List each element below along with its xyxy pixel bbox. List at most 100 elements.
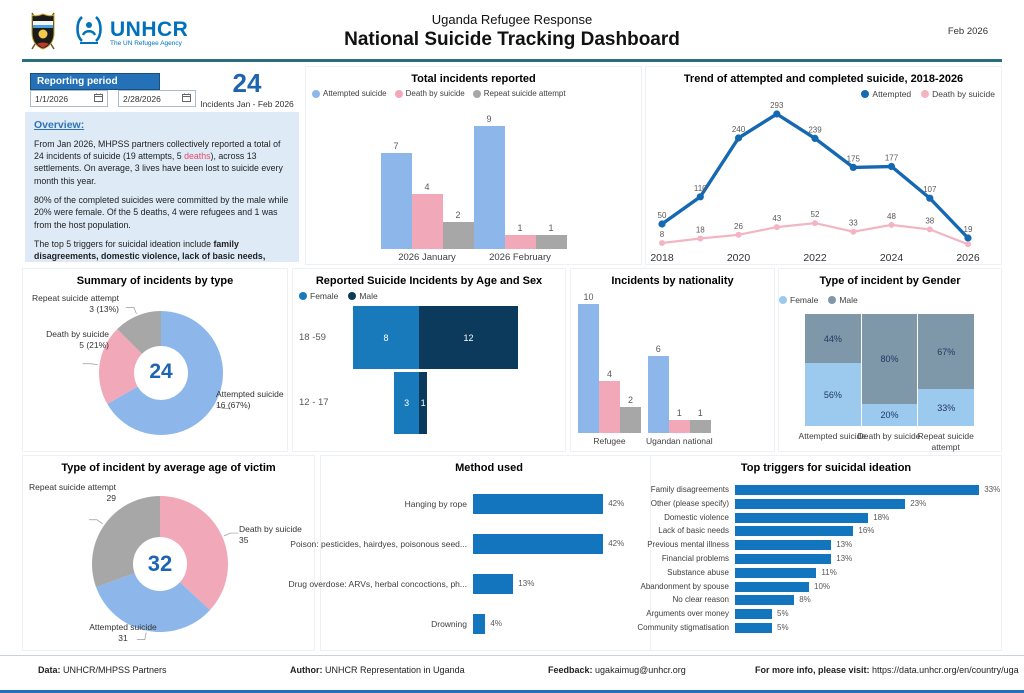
bar-repeat-suicide-attempt[interactable] <box>689 420 711 433</box>
bar-value-label: 13% <box>518 579 535 588</box>
legend-item[interactable]: Attempted <box>861 89 911 99</box>
bar-repeat-suicide-attempt[interactable] <box>620 407 641 433</box>
bar-family-disagreements[interactable] <box>735 485 980 495</box>
data-point[interactable] <box>850 228 857 235</box>
bar-substance-abuse[interactable] <box>735 567 817 578</box>
legend-item[interactable]: Repeat suicide attempt <box>472 89 566 98</box>
bar-abandonment-by-spouse[interactable] <box>735 581 809 592</box>
bar-male[interactable]: 1 <box>419 372 428 434</box>
bar-hanging-by-rope[interactable] <box>473 494 604 514</box>
bar-previous-mental-illness[interactable] <box>735 540 832 551</box>
category-label: Hanging by rope <box>404 499 467 509</box>
data-point[interactable] <box>964 234 972 242</box>
segment-female[interactable]: 20% <box>861 403 918 426</box>
data-point-label: 48 <box>887 212 896 221</box>
donut-slice-attempted-suicide[interactable] <box>107 311 224 435</box>
avg-age-donut <box>88 496 239 640</box>
data-point[interactable] <box>926 226 933 233</box>
label-leader-line <box>82 363 98 365</box>
data-point[interactable] <box>849 163 857 171</box>
donut-slice-repeat-suicide-attempt[interactable] <box>117 311 161 354</box>
start-date-input[interactable]: 1/1/2026 <box>30 90 108 107</box>
segment-female[interactable]: 33% <box>918 389 975 426</box>
segment-female[interactable]: 56% <box>805 363 861 426</box>
bar-no-clear-reason[interactable] <box>735 595 795 606</box>
end-date-value: 2/28/2026 <box>123 93 161 104</box>
calendar-icon[interactable] <box>182 93 191 104</box>
overview-box: Overview: From Jan 2026, MHPSS partners … <box>25 112 299 262</box>
uganda-coat-of-arms-logo <box>28 11 58 56</box>
donut-slice-death-by-suicide[interactable] <box>99 329 142 404</box>
bar-repeat-suicide-attempt[interactable] <box>442 222 474 249</box>
bar-attempted-suicide[interactable] <box>380 153 412 249</box>
total-incidents-chart: 7 4 2 2026 January 9 1 1 2026 February <box>306 109 641 263</box>
donut-slice-repeat-suicide-attempt[interactable] <box>92 496 160 588</box>
bar-attempted-suicide[interactable] <box>647 356 669 433</box>
data-point[interactable] <box>888 221 895 228</box>
data-point[interactable] <box>773 110 781 118</box>
legend-item[interactable]: Female <box>779 295 818 305</box>
data-point[interactable] <box>887 162 896 171</box>
bar-female[interactable]: 8 <box>353 306 419 369</box>
info-url-link[interactable]: https://data.unhcr.org/en/country/uga <box>872 665 1019 675</box>
bar-death-by-suicide[interactable] <box>504 235 536 249</box>
total-incidents-caption: Incidents Jan - Feb 2026 <box>200 99 294 109</box>
footer-info: For more info, please visit: https://dat… <box>755 665 1019 675</box>
bar-community-stigmatisation[interactable] <box>735 623 772 633</box>
bar-male[interactable]: 12 <box>419 306 518 369</box>
bar-lack-of-basic-needs[interactable] <box>735 526 854 537</box>
legend-item[interactable]: Male <box>348 291 378 301</box>
legend-item[interactable]: Death by suicide <box>394 89 465 98</box>
bar-drowning[interactable] <box>473 614 486 634</box>
bar-poison-pesticides-hairdyes-poi[interactable] <box>473 534 604 554</box>
calendar-icon[interactable] <box>94 93 103 104</box>
unhcr-emblem-icon <box>72 13 106 54</box>
slice-label: Repeat suicide attempt 29 <box>29 482 116 504</box>
bar-attempted-suicide[interactable] <box>473 126 505 249</box>
legend-item[interactable]: Death by suicide <box>921 89 995 99</box>
data-point[interactable] <box>812 220 818 227</box>
feedback-email-link[interactable]: ugakaimug@unhcr.org <box>595 665 686 675</box>
segment-value-label: 33% <box>937 402 956 413</box>
data-point-label: 175 <box>847 154 861 163</box>
bar-death-by-suicide[interactable] <box>599 381 620 433</box>
segment-male[interactable]: 80% <box>861 314 918 404</box>
bar-repeat-suicide-attempt[interactable] <box>535 235 567 249</box>
bar-financial-problems[interactable] <box>735 554 832 564</box>
data-point[interactable] <box>658 220 666 228</box>
category-label: Other (please specify) <box>650 498 729 508</box>
data-point[interactable] <box>734 134 743 142</box>
bar-domestic-violence[interactable] <box>735 512 869 523</box>
legend-item[interactable]: Attempted suicide <box>312 89 387 98</box>
data-point[interactable] <box>965 241 971 248</box>
bar-drug-overdose-arvs-herbal-conc[interactable] <box>473 574 514 594</box>
category-label: Family disagreements <box>650 485 729 494</box>
legend-label: Attempted <box>872 89 912 99</box>
legend-item[interactable]: Female <box>299 291 338 301</box>
chart-title: Top triggers for suicidal ideation <box>740 462 912 474</box>
bar-female[interactable]: 3 <box>394 372 419 434</box>
bar-death-by-suicide[interactable] <box>411 194 443 249</box>
data-point[interactable] <box>735 231 742 238</box>
bar-death-by-suicide[interactable] <box>668 420 690 433</box>
donut-slice-death-by-suicide[interactable] <box>160 496 229 611</box>
bar-arguments-over-money[interactable] <box>735 609 772 620</box>
donut-slice-attempted-suicide[interactable] <box>96 573 211 633</box>
bar-attempted-suicide[interactable] <box>578 304 599 433</box>
segment-male[interactable]: 67% <box>918 314 975 390</box>
data-point[interactable] <box>811 134 819 142</box>
data-point[interactable] <box>697 235 704 242</box>
title-block: Uganda Refugee Response National Suicide… <box>0 12 1024 51</box>
data-point[interactable] <box>659 240 665 246</box>
end-date-input[interactable]: 2/28/2026 <box>118 90 196 107</box>
bar-value-label: 8 <box>383 332 389 343</box>
panel-reporting-overview: Reporting period 1/1/2026 2/28/2026 24 I… <box>22 66 302 265</box>
data-point[interactable] <box>773 224 780 231</box>
category-label: No clear reason <box>672 595 729 605</box>
segment-male[interactable]: 44% <box>805 314 861 364</box>
stacked-column: 80% 20% <box>860 314 918 426</box>
data-point[interactable] <box>696 193 704 201</box>
bar-other-please-specify-[interactable] <box>735 498 906 509</box>
data-point[interactable] <box>926 194 934 202</box>
legend-item[interactable]: Male <box>828 295 858 305</box>
